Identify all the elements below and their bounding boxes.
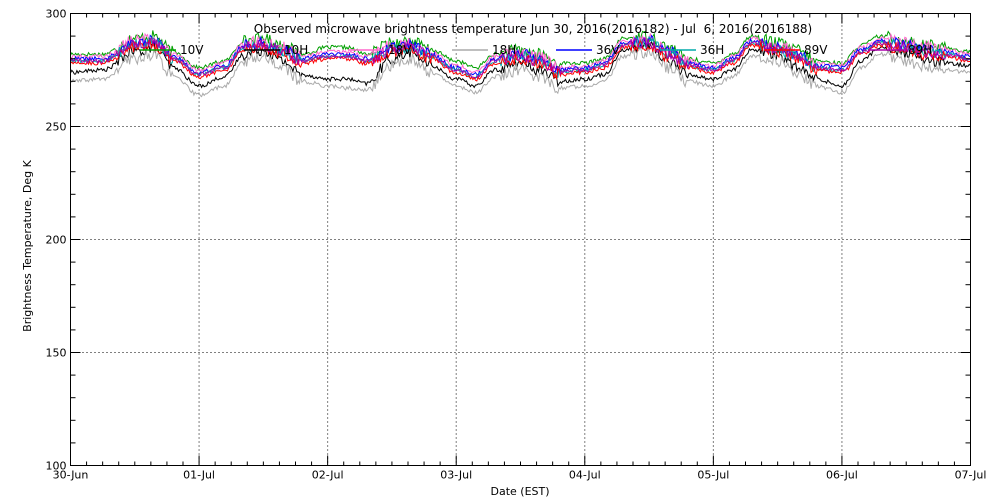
- y-axis-label: Brightness Temperature, Deg K: [21, 159, 34, 331]
- x-tick-label: 30-Jun: [53, 469, 89, 482]
- axis-ticks: [70, 13, 971, 466]
- x-tick-label: 04-Jul: [569, 469, 601, 482]
- legend-label-10h: 10H: [284, 43, 308, 57]
- legend-label-18h: 18H: [492, 43, 516, 57]
- y-tick-label: 300: [46, 8, 67, 21]
- legend-label-89h: 89H: [908, 43, 932, 57]
- x-tick-label: 06-Jul: [826, 469, 858, 482]
- x-tick-label: 02-Jul: [312, 469, 344, 482]
- x-tick-label: 07-Jul: [955, 469, 987, 482]
- y-tick-label: 250: [46, 121, 67, 134]
- series-lines: [70, 30, 971, 98]
- legend-label-89v: 89V: [804, 43, 828, 57]
- series-line-89h: [70, 36, 971, 79]
- y-tick-label: 100: [46, 460, 67, 473]
- x-tick-label: 05-Jul: [697, 469, 729, 482]
- grid-lines: [70, 13, 971, 466]
- legend-label-18v: 18V: [388, 43, 412, 57]
- chart-title: Observed microwave brightness temperatur…: [254, 22, 813, 36]
- legend-label-36h: 36H: [700, 43, 724, 57]
- legend-label-10v: 10V: [180, 43, 204, 57]
- x-tick-label: 03-Jul: [440, 469, 472, 482]
- series-line-10v: [70, 30, 971, 71]
- series-line-89v: [70, 39, 971, 82]
- tick-labels: 100 150 200 250 300 30-Jun 01-Jul 02-Jul 03-Jul 0…: [46, 8, 987, 482]
- legend: 10V 10H 18V 18H 36V 36H 89V 89H: [140, 43, 932, 57]
- y-tick-label: 200: [46, 234, 67, 247]
- series-line-10h: [70, 40, 971, 89]
- y-tick-label: 150: [46, 347, 67, 360]
- series-line-18h: [70, 45, 971, 98]
- x-axis-label: Date (EST): [490, 485, 549, 498]
- x-tick-label: 01-Jul: [183, 469, 215, 482]
- legend-label-36v: 36V: [596, 43, 620, 57]
